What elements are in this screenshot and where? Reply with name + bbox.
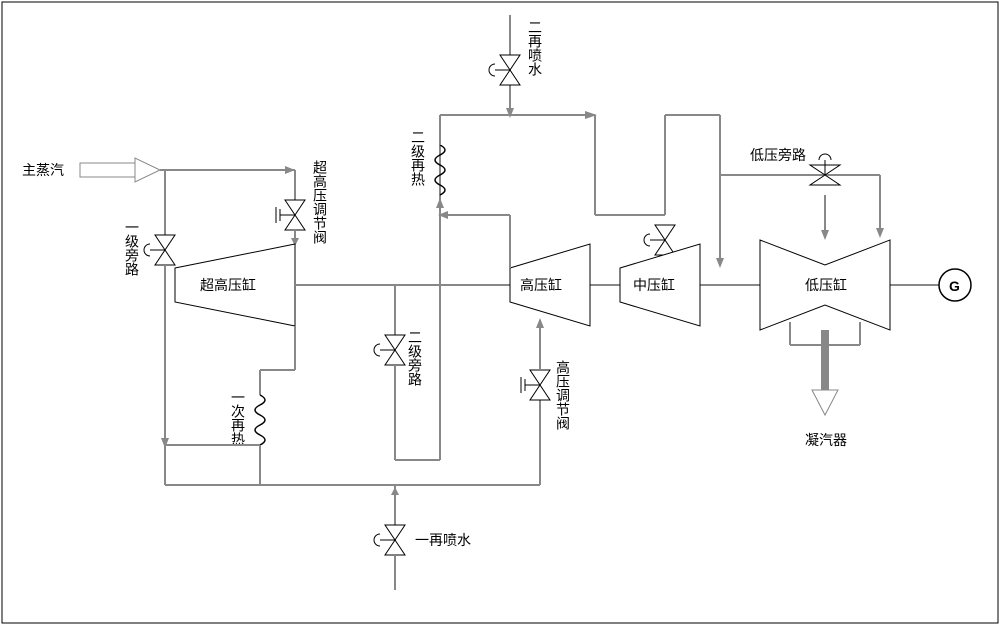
ip-cyl-label: 中压缸 [633, 277, 675, 293]
spray1-label: 一再喷水 [415, 532, 471, 548]
generator-label: G [949, 278, 960, 294]
spray2-label: 二再喷水 [527, 20, 543, 76]
bypass2-valve [374, 335, 405, 365]
bypass1-label: 一级旁路 [124, 220, 140, 276]
reheat2-label: 二级再热 [410, 130, 426, 186]
vhp-valve-label: 超高压调节阀 [312, 160, 328, 245]
hp-control-valve [521, 370, 550, 400]
diagram-canvas: 主蒸汽 一级旁路 超高压调节阀 超高压缸 一次再热 一再喷 [0, 0, 1000, 625]
crossover-valve [644, 225, 675, 255]
lp-bypass-label: 低压旁路 [750, 147, 806, 163]
reheat1-label: 一次再热 [230, 390, 246, 446]
bypass2-label: 二级旁路 [407, 330, 423, 386]
bypass1-valve [144, 235, 175, 265]
condenser-arrow [812, 390, 838, 415]
main-steam-label: 主蒸汽 [22, 162, 64, 178]
hp-valve-label: 高压调节阀 [555, 359, 571, 431]
lp-cyl-label: 低压缸 [805, 277, 847, 293]
lp-bypass-valve [810, 154, 840, 185]
spray2-valve [489, 55, 520, 85]
reheat1-coil [255, 395, 265, 445]
vhp-cyl-label: 超高压缸 [200, 277, 256, 293]
spray1-valve [374, 525, 405, 555]
main-steam-arrow [80, 158, 160, 182]
hp-cyl-label: 高压缸 [520, 277, 562, 293]
condenser-label: 凝汽器 [805, 432, 847, 448]
vhp-control-valve [276, 200, 305, 230]
